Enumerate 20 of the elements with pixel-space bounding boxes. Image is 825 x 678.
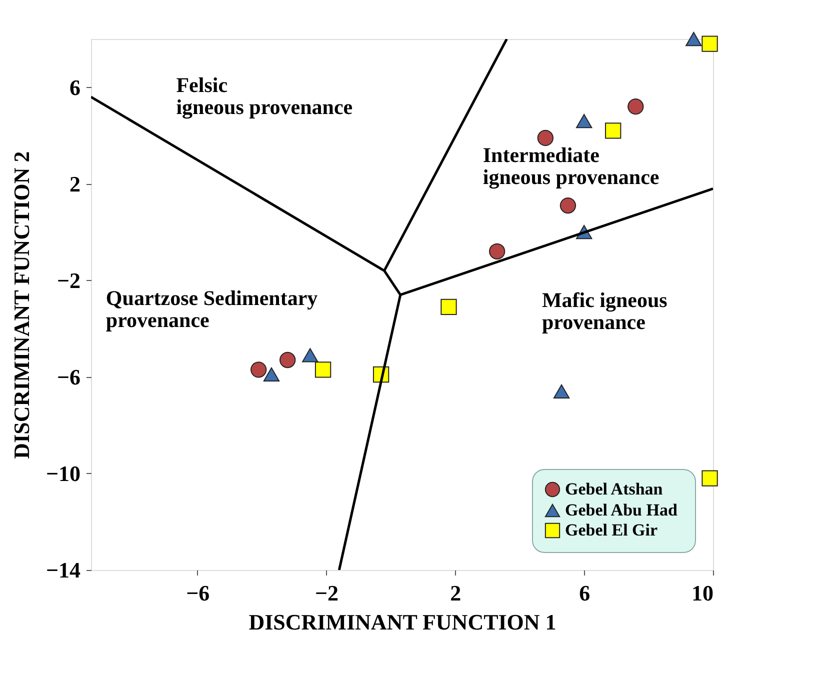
x-tick-label: 10 (692, 580, 714, 606)
x-tick-label: −2 (314, 580, 339, 606)
legend-label: Gebel Abu Had (565, 500, 678, 520)
y-tick-label: 6 (70, 74, 80, 100)
x-axis-title: DISCRIMINANT FUNCTION 1 (248, 610, 556, 634)
annotation: Quartzose Sedimentary provenance (106, 286, 318, 332)
y-tick-label: −10 (46, 460, 80, 486)
legend-label: Gebel Atshan (565, 480, 664, 498)
y-tick-label: −2 (56, 268, 80, 293)
y-axis-title: DISCRIMINANT FUNCTION 2 (8, 151, 34, 459)
annotation: Felsic igneous provenance (176, 73, 353, 120)
legend-label: Gebel El Gir (565, 520, 658, 540)
annotation: Intermediate igneous provenance (482, 143, 660, 190)
x-tick-label: 2 (450, 580, 462, 606)
annotation: Mafic igneous provenance (542, 288, 668, 334)
y-tick-label: 2 (70, 171, 80, 196)
x-tick-label: 6 (579, 580, 590, 606)
y-tick-label: −6 (56, 364, 80, 390)
y-tick-label: −14 (46, 558, 80, 582)
x-tick-label: −6 (186, 580, 210, 606)
